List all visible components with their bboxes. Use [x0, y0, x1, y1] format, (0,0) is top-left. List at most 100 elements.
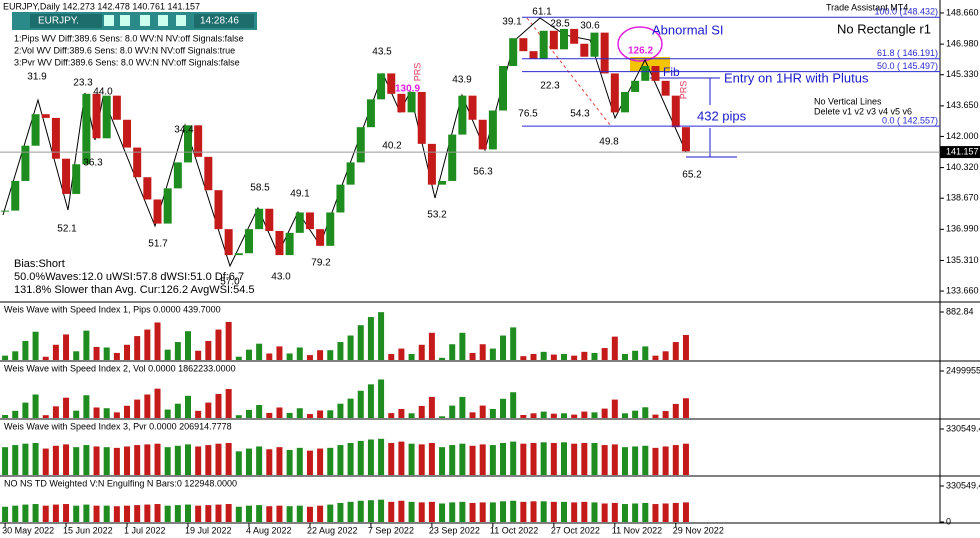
histogram-bar	[83, 504, 90, 522]
histogram-bar	[428, 501, 435, 522]
histogram-bar	[337, 445, 344, 475]
histogram-bar	[103, 347, 110, 360]
histogram-bar	[12, 445, 19, 475]
candle	[610, 73, 619, 113]
histogram-bar	[144, 394, 151, 418]
histogram-bar	[276, 407, 283, 418]
histogram-bar	[286, 506, 293, 522]
candle	[224, 229, 233, 256]
histogram-bar	[601, 445, 608, 475]
annotation: Delete v1 v2 v3 v4 v5 v6	[814, 106, 912, 116]
histogram-bar	[32, 442, 39, 475]
histogram-bar	[479, 344, 486, 360]
histogram-bar	[428, 396, 435, 418]
histogram-bar	[611, 502, 618, 522]
histogram-bar	[621, 413, 628, 418]
swing-label: 43.0	[271, 272, 291, 283]
histogram-bar	[469, 502, 476, 522]
histogram-bar	[276, 505, 283, 522]
candle	[509, 38, 518, 66]
icon[interactable]	[140, 15, 150, 26]
candle	[21, 145, 30, 181]
histogram-bar	[195, 505, 202, 522]
symbol-box[interactable]	[30, 14, 102, 28]
icon[interactable]	[120, 15, 130, 26]
histogram-bar	[22, 504, 29, 522]
y-tick-label: 133.660	[946, 285, 979, 295]
histogram-bar	[682, 398, 689, 418]
histogram-bar	[337, 342, 344, 360]
candle	[275, 230, 284, 256]
histogram-bar	[73, 447, 80, 475]
histogram-bar	[550, 442, 557, 475]
icon[interactable]	[104, 15, 114, 26]
histogram-bar	[408, 443, 415, 475]
candle	[82, 93, 91, 165]
histogram-bar	[347, 335, 354, 360]
annotation: PRS	[678, 81, 688, 100]
histogram-bar	[459, 501, 466, 522]
panel-title: Weis Wave with Speed Index 2, Vol 0.0000…	[4, 363, 236, 373]
candle	[560, 28, 568, 50]
icon[interactable]	[176, 15, 186, 26]
histogram-bar	[581, 411, 588, 418]
swing-label: 23.3	[73, 78, 93, 89]
candle	[590, 32, 599, 57]
histogram-bar	[449, 502, 456, 522]
histogram-bar	[42, 356, 49, 360]
histogram-bar	[571, 443, 578, 475]
histogram-bar	[256, 405, 263, 418]
histogram-bar	[398, 441, 405, 475]
histogram-bar	[174, 445, 181, 475]
candle	[539, 30, 548, 59]
histogram-bar	[327, 350, 334, 360]
histogram-bar	[621, 447, 628, 475]
histogram-bar	[489, 445, 496, 475]
candle	[407, 91, 416, 113]
histogram-bar	[154, 504, 161, 522]
histogram-bar	[682, 443, 689, 475]
candle	[163, 188, 172, 224]
histogram-bar	[489, 502, 496, 522]
histogram-bar	[591, 442, 598, 475]
histogram-bar	[479, 502, 486, 522]
histogram-bar	[408, 413, 415, 418]
histogram-bar	[357, 390, 364, 418]
x-tick-label: 4 Aug 2022	[246, 525, 292, 535]
histogram-bar	[134, 336, 141, 360]
histogram-bar	[113, 352, 120, 360]
candle	[11, 180, 20, 211]
histogram-bar	[601, 348, 608, 360]
histogram-bar	[134, 399, 141, 418]
histogram-bar	[52, 344, 59, 360]
histogram-bar	[500, 501, 507, 522]
histogram-bar	[632, 446, 639, 475]
histogram-bar	[225, 389, 232, 418]
histogram-bar	[632, 410, 639, 418]
panel-title: Weis Wave with Speed Index 1, Pips 0.000…	[4, 304, 221, 314]
y-tick-label: 330549.45	[946, 480, 980, 490]
x-tick-label: 30 May 2022	[2, 525, 54, 535]
icon[interactable]	[158, 15, 168, 26]
histogram-bar	[266, 506, 273, 522]
price-label: 141.157	[946, 146, 979, 156]
swing-label: 30.6	[580, 21, 600, 32]
histogram-bar	[581, 351, 588, 360]
histogram-bar	[73, 351, 80, 360]
candle	[356, 127, 365, 163]
histogram-bar	[32, 394, 39, 418]
histogram-bar	[469, 352, 476, 360]
histogram-bar	[520, 501, 527, 522]
x-tick-label: 29 Nov 2022	[673, 525, 724, 535]
y-tick-label: 148.660	[946, 7, 979, 17]
histogram-bar	[632, 503, 639, 522]
swing-label: 57.0	[220, 277, 240, 288]
histogram-bar	[459, 443, 466, 475]
candle	[153, 199, 162, 224]
histogram-bar	[652, 414, 659, 418]
annotation: PRS	[412, 63, 422, 82]
info-line: 1:Pips WV Diff:389.6 Sens: 8.0 WV:N NV:o…	[14, 33, 244, 43]
histogram-bar	[652, 447, 659, 475]
histogram-bar	[530, 413, 537, 418]
symbol[interactable]: EURJPY.	[38, 16, 79, 27]
